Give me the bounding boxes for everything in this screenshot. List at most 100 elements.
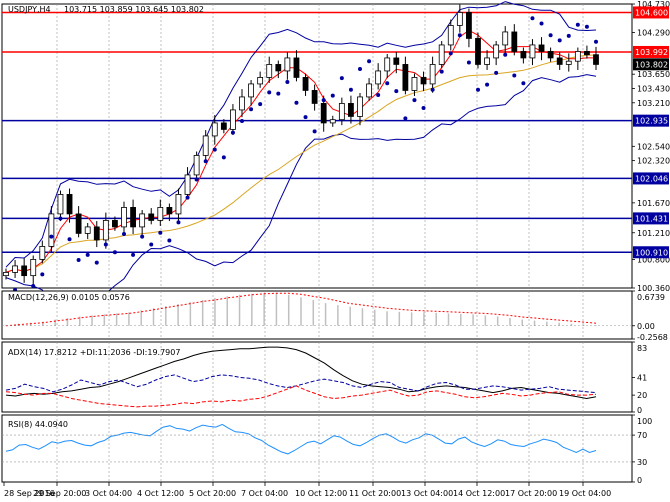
y-tick-label: 0: [637, 406, 642, 415]
candle: [520, 51, 527, 59]
candle: [357, 96, 363, 117]
candle: [220, 122, 227, 130]
y-tick-label: 30: [637, 458, 647, 467]
candle: [184, 174, 191, 195]
level-label: 104.600: [635, 8, 668, 17]
sar-dot: [194, 177, 199, 182]
y-tick-label: 0: [637, 476, 642, 485]
sar-dot: [131, 252, 136, 257]
y-tick-label: 102.540: [637, 142, 670, 151]
candle: [166, 207, 173, 215]
sar-dot: [385, 81, 390, 86]
sar-dot: [430, 87, 435, 92]
sar-dot: [421, 105, 426, 110]
level-label: 101.431: [635, 214, 668, 223]
sar-dot: [367, 59, 372, 64]
candle: [193, 155, 200, 176]
x-tick-label: 7 Oct 04:00: [241, 489, 288, 498]
candle: [593, 54, 599, 65]
sar-dot: [212, 147, 217, 152]
sar-dot: [258, 102, 263, 107]
sar-dot: [240, 118, 244, 123]
y-tick-label: 70: [637, 431, 647, 440]
y-tick-label: 104.730: [637, 0, 670, 9]
x-tick-label: 11 Oct 20:00: [349, 489, 401, 498]
sar-dot: [203, 159, 208, 164]
sar-dot: [112, 250, 117, 255]
sar-dot: [76, 258, 81, 263]
sar-dot: [285, 79, 290, 84]
candle: [3, 272, 9, 277]
sar-dot: [230, 130, 235, 135]
candle: [484, 57, 490, 65]
sar-dot: [557, 38, 562, 43]
candle: [565, 60, 572, 65]
candle: [257, 77, 264, 85]
candle: [556, 57, 563, 65]
candle: [275, 64, 282, 72]
level-label-box: [633, 212, 669, 225]
x-tick-label: 28 Sep 2016: [4, 489, 55, 498]
level-label: 102.935: [635, 117, 668, 126]
candle: [12, 265, 18, 273]
-di-line: [5, 374, 597, 394]
rsi-title: RSI(8) 44.0940: [8, 420, 68, 429]
candle: [293, 57, 300, 78]
candle: [248, 83, 254, 98]
sar-dot: [512, 73, 517, 78]
adx-line: [5, 346, 597, 400]
candle: [93, 226, 100, 241]
candle: [420, 77, 427, 85]
sar-dot: [85, 252, 90, 257]
sar-dot: [439, 69, 444, 74]
sar-dot: [594, 39, 598, 44]
sar-dot: [394, 89, 399, 94]
sar-dot: [539, 21, 544, 26]
candle: [57, 194, 64, 215]
rsi-panel: 100 70 30 0: [1, 414, 652, 485]
current-price-label: 103.802: [635, 60, 668, 69]
sar-dot: [485, 82, 490, 87]
candle: [402, 64, 409, 91]
x-tick-label: 5 Oct 20:00: [189, 489, 236, 498]
candle: [348, 103, 354, 117]
sar-dot: [339, 76, 344, 81]
candle: [329, 119, 336, 124]
candle: [375, 70, 382, 85]
price-panel: 104.730 104.290 103.650 103.430 103.210 102.5…: [1, 0, 670, 311]
candle: [175, 194, 182, 215]
candle: [112, 220, 118, 228]
sar-dot: [49, 234, 54, 239]
sar-dot: [330, 93, 335, 98]
candle: [75, 213, 82, 234]
adx-panel: 83 41 20 0: [1, 341, 647, 415]
candle: [338, 103, 345, 121]
candle: [466, 12, 472, 39]
y-tick-label: 100: [637, 417, 652, 426]
sar-dot: [40, 272, 45, 277]
-di-line: [5, 385, 597, 408]
sar-dot: [494, 70, 499, 75]
level-label-box: [633, 172, 669, 185]
candle: [447, 25, 454, 46]
sar-dot: [348, 87, 353, 92]
candle: [366, 83, 372, 98]
sar-dot: [221, 155, 226, 160]
candle: [266, 64, 273, 78]
y-tick-label: 83: [637, 344, 647, 353]
level-label-box: [633, 45, 669, 58]
candle: [148, 213, 155, 221]
sar-dot: [521, 81, 526, 86]
candle: [21, 265, 28, 277]
candle: [584, 51, 590, 56]
sar-dot: [312, 129, 317, 134]
candle: [475, 38, 481, 65]
sar-dot: [185, 195, 190, 200]
candle: [384, 57, 391, 72]
y-tick-label: 100.800: [637, 255, 670, 264]
chart-header-ohlc: 103.715 103.859 103.645 103.802: [64, 5, 204, 14]
level-label: 100.910: [635, 248, 668, 257]
candle: [393, 57, 400, 65]
candle: [30, 259, 37, 277]
